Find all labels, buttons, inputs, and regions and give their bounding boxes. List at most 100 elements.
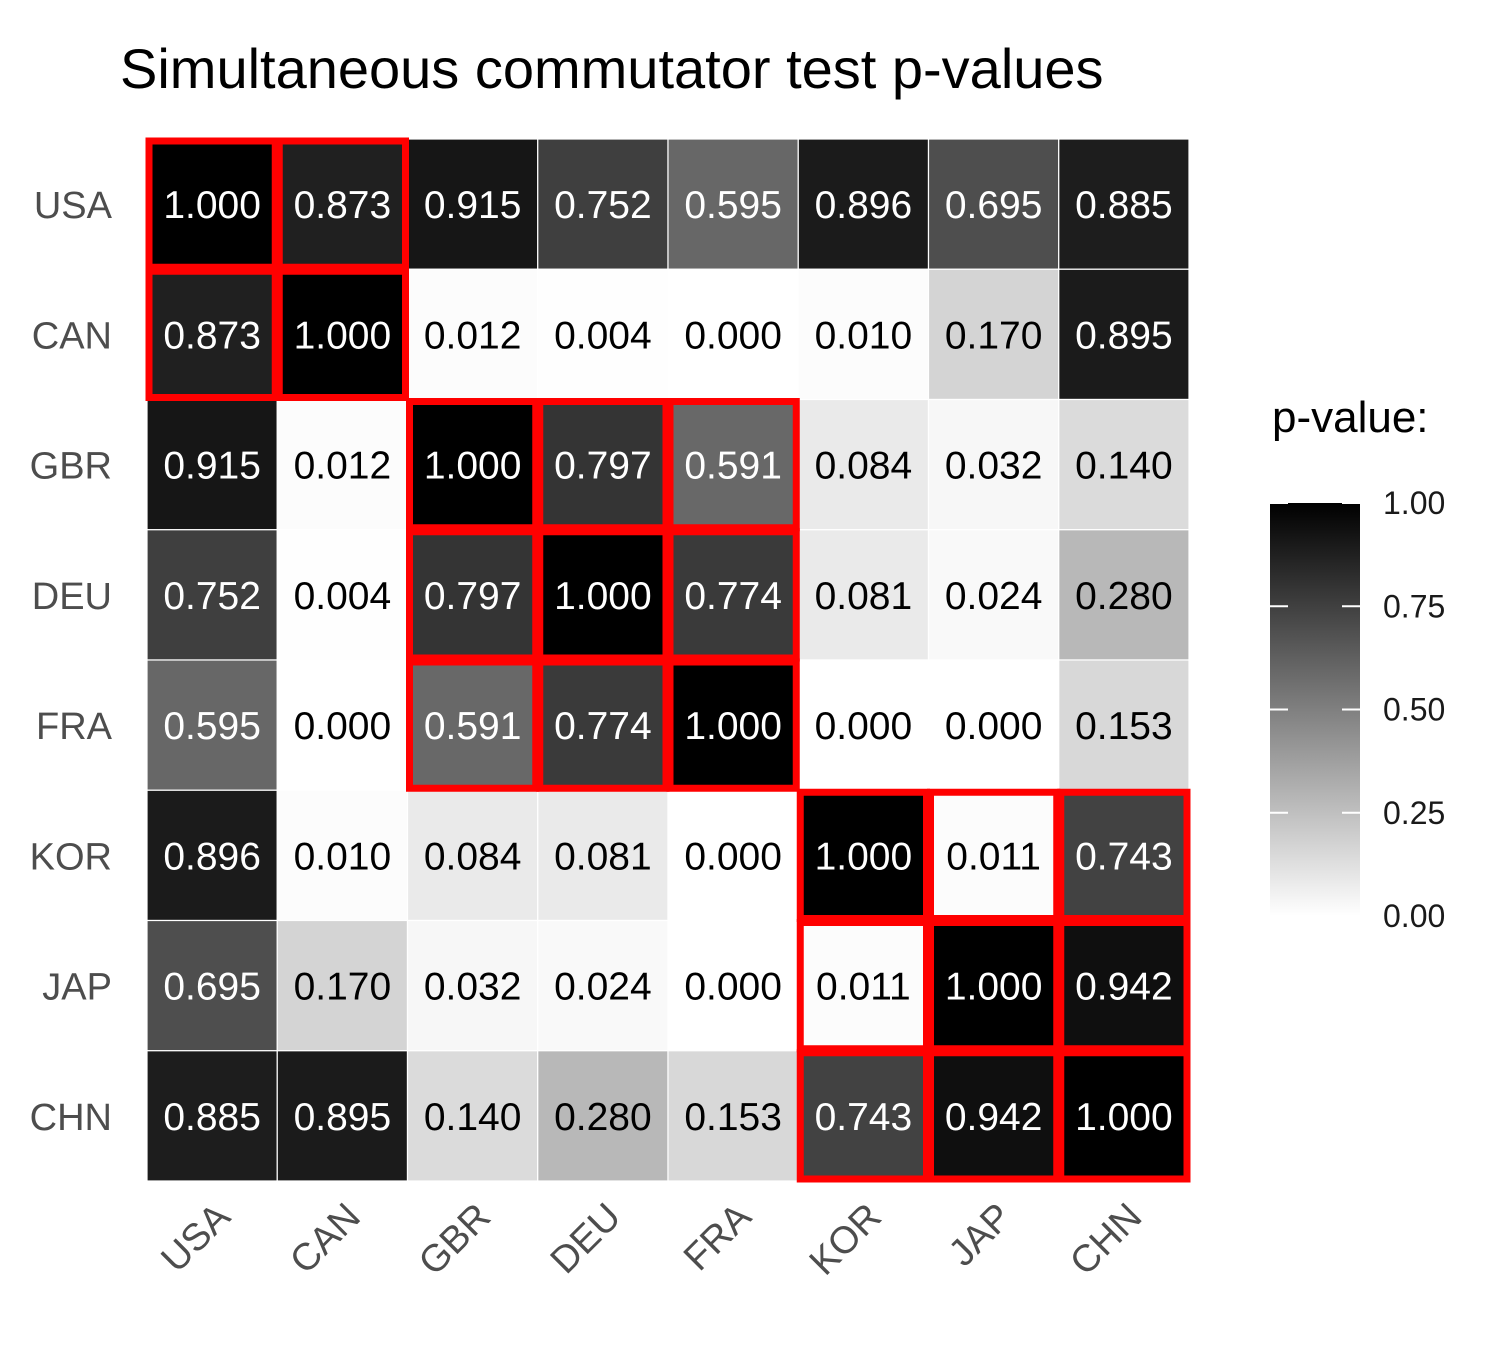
cell-label: 0.012 — [294, 445, 392, 488]
group-highlights — [145, 137, 1191, 1183]
highlight-cell-outline — [145, 267, 279, 401]
cell-jap-fra — [667, 919, 799, 1052]
highlight-cell-outline — [927, 1049, 1061, 1183]
cell-deu-jap — [927, 529, 1060, 661]
cell-label: 0.153 — [684, 1096, 782, 1139]
x-axis-label-chn: CHN — [1062, 1196, 1150, 1284]
cell-usa-can — [276, 138, 409, 270]
highlight-cell-outline — [145, 137, 279, 271]
highlight-cell-outline — [796, 919, 930, 1053]
cell-label: 0.915 — [424, 184, 522, 227]
cell-fra-gbr — [406, 659, 539, 791]
x-axis-label-deu: DEU — [543, 1196, 629, 1282]
y-axis-label-usa: USA — [34, 185, 113, 227]
cell-usa-usa — [146, 138, 278, 270]
highlight-cell-outline — [536, 398, 670, 532]
highlight-cell-outline — [536, 658, 670, 792]
cell-label: 0.896 — [815, 184, 913, 227]
cell-kor-can — [276, 789, 409, 922]
y-axis-label-fra: FRA — [36, 706, 113, 748]
x-axis-label-fra: FRA — [676, 1195, 760, 1279]
cell-deu-fra — [667, 529, 799, 661]
cell-usa-chn — [1058, 138, 1190, 270]
cell-chn-usa — [146, 1050, 278, 1182]
cell-label: 0.942 — [945, 1096, 1043, 1139]
cell-label: 0.752 — [163, 575, 261, 618]
y-axis-labels: USA CAN GBR DEU FRA KOR JAP CHN — [30, 185, 113, 1139]
y-axis-label-deu: DEU — [32, 576, 112, 618]
cell-kor-kor — [797, 789, 930, 922]
cell-label: 0.084 — [424, 835, 522, 878]
cell-label: 0.032 — [424, 966, 522, 1009]
highlight-cell-outline — [666, 528, 800, 662]
highlight-cell-outline — [275, 137, 409, 271]
cell-label: 1.000 — [945, 966, 1043, 1009]
cell-jap-kor — [797, 919, 930, 1052]
x-axis-label-jap: JAP — [941, 1196, 1020, 1275]
cell-chn-deu — [537, 1050, 669, 1182]
cell-label: 0.797 — [424, 575, 522, 618]
y-axis-label-jap: JAP — [42, 967, 112, 1009]
cell-label: 0.012 — [424, 314, 522, 357]
cell-kor-jap — [927, 789, 1060, 922]
cell-label: 0.752 — [554, 184, 652, 227]
cell-label: 1.000 — [815, 835, 913, 878]
cell-chn-chn — [1058, 1050, 1190, 1182]
cell-label: 0.153 — [1075, 705, 1173, 748]
cell-label: 0.280 — [1075, 575, 1173, 618]
cell-label: 0.000 — [684, 966, 782, 1009]
cell-label: 0.591 — [684, 445, 782, 488]
cell-label: 0.024 — [945, 575, 1043, 618]
cell-can-fra — [667, 268, 799, 401]
cell-label: 0.743 — [815, 1096, 913, 1139]
cell-kor-chn — [1058, 789, 1190, 922]
cell-label: 0.010 — [294, 835, 392, 878]
cell-label: 0.774 — [684, 575, 782, 618]
highlight-cell-outline — [1057, 919, 1191, 1053]
cell-gbr-gbr — [406, 398, 539, 531]
cell-label: 1.000 — [554, 575, 652, 618]
y-axis-label-gbr: GBR — [30, 446, 112, 488]
cell-label: 0.000 — [294, 705, 392, 748]
cell-can-kor — [797, 268, 930, 401]
cell-deu-gbr — [406, 529, 539, 661]
cell-fra-chn — [1058, 659, 1190, 791]
cell-jap-can — [276, 919, 409, 1052]
cell-label: 0.011 — [946, 835, 1041, 878]
cell-jap-jap — [927, 919, 1060, 1052]
chart-title: Simultaneous commutator test p-values — [120, 37, 1104, 100]
legend-tick-label: 1.00 — [1383, 485, 1445, 521]
highlight-cell-outline — [666, 658, 800, 792]
cell-fra-deu — [537, 659, 669, 791]
cell-label: 0.743 — [1075, 835, 1173, 878]
x-axis-label-usa: USA — [154, 1195, 239, 1280]
cell-label: 0.895 — [294, 1096, 392, 1139]
highlight-cell-outline — [406, 658, 540, 792]
cell-label: 0.895 — [1075, 314, 1173, 357]
legend-tick-label: 0.50 — [1383, 692, 1445, 728]
cell-gbr-kor — [797, 398, 930, 531]
cell-can-jap — [927, 268, 1060, 401]
highlight-cell-outline — [927, 788, 1061, 922]
cell-label: 0.774 — [554, 705, 652, 748]
legend-title: p-value: — [1272, 393, 1429, 442]
cell-deu-deu — [537, 529, 669, 661]
y-axis-label-kor: KOR — [30, 836, 112, 878]
cell-usa-kor — [797, 138, 930, 270]
cell-label: 1.000 — [294, 314, 392, 357]
y-axis-label-chn: CHN — [30, 1097, 112, 1139]
cell-label: 1.000 — [424, 445, 522, 488]
cell-kor-fra — [667, 789, 799, 922]
y-axis-label-can: CAN — [32, 315, 112, 357]
cell-label: 0.695 — [945, 184, 1043, 227]
cell-usa-deu — [537, 138, 669, 270]
cell-jap-usa — [146, 919, 278, 1052]
cell-label: 0.032 — [945, 445, 1043, 488]
cell-label: 0.695 — [163, 966, 261, 1009]
cell-label: 0.000 — [684, 314, 782, 357]
highlight-cell-outline — [406, 398, 540, 532]
cell-label: 0.896 — [163, 835, 261, 878]
cell-deu-usa — [146, 529, 278, 661]
cell-chn-gbr — [406, 1050, 539, 1182]
